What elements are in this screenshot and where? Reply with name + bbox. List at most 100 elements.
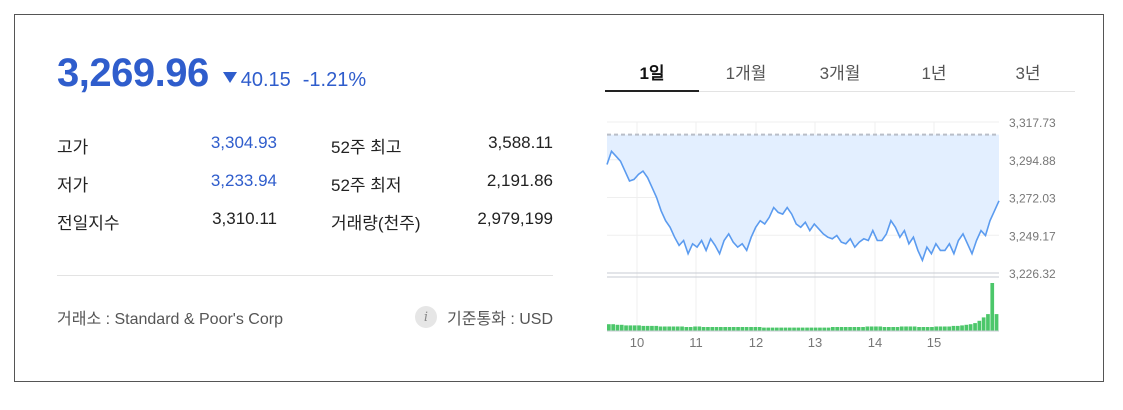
volume-bar bbox=[607, 324, 611, 331]
price-change-rate: -1.21% bbox=[302, 69, 367, 91]
volume-bar bbox=[930, 327, 934, 331]
volume-bar bbox=[654, 325, 659, 331]
volume-bar bbox=[693, 326, 697, 331]
volume-bar bbox=[908, 326, 913, 331]
volume-bar bbox=[964, 324, 969, 331]
tab-3y[interactable]: 3년 bbox=[1015, 64, 1041, 83]
volume-bar bbox=[796, 327, 801, 331]
volume-bar bbox=[986, 314, 990, 331]
tab-1m[interactable]: 1개월 bbox=[725, 64, 767, 83]
volume-bar bbox=[934, 326, 939, 331]
volume-bar bbox=[688, 327, 693, 331]
volume-bar bbox=[943, 326, 947, 331]
volume-bar bbox=[749, 327, 753, 331]
tab-1y[interactable]: 1년 bbox=[921, 64, 947, 83]
volume-bar bbox=[865, 326, 870, 331]
volume-bar bbox=[917, 327, 921, 331]
volume-bar bbox=[973, 323, 977, 331]
volume-bar bbox=[960, 325, 964, 331]
x-tick-label: 15 bbox=[927, 335, 941, 350]
x-tick-label: 10 bbox=[630, 335, 644, 350]
volume-bar bbox=[723, 327, 727, 331]
y-tick-label: 3,317.73 bbox=[1009, 116, 1056, 130]
volume-bar bbox=[645, 325, 650, 331]
volume-bar bbox=[861, 327, 865, 331]
volume-bar bbox=[981, 317, 986, 331]
volume-bar bbox=[921, 327, 926, 331]
volume-bar bbox=[779, 327, 783, 331]
volume-bar bbox=[637, 325, 641, 331]
y-tick-label: 3,249.17 bbox=[1009, 229, 1056, 243]
volume-bar bbox=[955, 325, 960, 331]
volume-bar bbox=[675, 326, 680, 331]
volume-bar bbox=[727, 327, 732, 331]
stat-value: 3,588.11 bbox=[488, 133, 553, 152]
tab-3m[interactable]: 3개월 bbox=[819, 64, 861, 83]
stat-value: 3,233.94 bbox=[210, 171, 277, 190]
volume-bar bbox=[792, 327, 796, 331]
volume-bar bbox=[624, 325, 628, 331]
volume-bar bbox=[671, 326, 676, 331]
volume-bar bbox=[882, 327, 887, 331]
stat-label: 52주 최저 bbox=[331, 176, 402, 195]
volume-bar bbox=[684, 327, 689, 331]
footer: 거래소 : Standard & Poor's Corp i 기준통화 : US… bbox=[57, 305, 553, 329]
volume-bar bbox=[809, 327, 814, 331]
volume-bar bbox=[904, 326, 908, 331]
volume-bar bbox=[951, 325, 956, 331]
volume-bar bbox=[611, 324, 615, 331]
volume-bar bbox=[719, 327, 723, 331]
volume-bar bbox=[775, 327, 779, 331]
y-tick-label: 3,294.88 bbox=[1009, 154, 1056, 168]
volume-bar bbox=[856, 327, 861, 331]
volume-bar bbox=[783, 327, 788, 331]
stat-row-prev: 전일지수 3,310.11 거래량(천주) 2,979,199 bbox=[57, 209, 553, 247]
volume-bar bbox=[891, 327, 895, 331]
x-tick-label: 12 bbox=[749, 335, 763, 350]
stat-row-low: 저가 3,233.94 52주 최저 2,191.86 bbox=[57, 171, 553, 209]
tab-1d[interactable]: 1일 bbox=[605, 59, 699, 92]
y-tick-label: 3,226.32 bbox=[1009, 267, 1056, 281]
stat-value: 2,979,199 bbox=[477, 209, 553, 228]
volume-bar bbox=[805, 327, 809, 331]
volume-bar bbox=[736, 327, 740, 331]
current-price: 3,269.96 bbox=[57, 51, 209, 95]
volume-bar bbox=[848, 327, 852, 331]
volume-bar bbox=[762, 327, 766, 331]
volume-bar bbox=[800, 327, 805, 331]
volume-bar bbox=[938, 326, 943, 331]
currency-text: 기준통화 : USD bbox=[447, 311, 553, 328]
volume-bar bbox=[628, 325, 633, 331]
quote-summary: 3,269.96 40.15 -1.21% 고가 3,304.93 52주 최고… bbox=[57, 51, 553, 328]
volume-bar bbox=[899, 326, 904, 331]
volume-bar bbox=[641, 325, 646, 331]
volume-bar bbox=[947, 326, 951, 331]
volume-bar bbox=[787, 327, 792, 331]
volume-bar bbox=[658, 326, 663, 331]
volume-bar bbox=[990, 283, 995, 331]
stat-value: 3,304.93 bbox=[210, 133, 277, 152]
volume-bar bbox=[770, 327, 775, 331]
x-tick-label: 13 bbox=[808, 335, 822, 350]
quote-card: 3,269.96 40.15 -1.21% 고가 3,304.93 52주 최고… bbox=[14, 14, 1104, 382]
currency-info: i 기준통화 : USD bbox=[415, 305, 553, 329]
volume-bar bbox=[895, 327, 900, 331]
volume-bar bbox=[818, 327, 822, 331]
volume-bar bbox=[925, 327, 930, 331]
volume-bar bbox=[839, 327, 844, 331]
stat-row-high: 고가 3,304.93 52주 최고 3,588.11 bbox=[57, 133, 553, 171]
divider bbox=[57, 275, 553, 276]
volume-bar bbox=[714, 327, 719, 331]
stat-value: 3,310.11 bbox=[212, 209, 277, 228]
volume-bar bbox=[874, 326, 878, 331]
volume-bar bbox=[878, 326, 883, 331]
volume-bar bbox=[663, 326, 667, 331]
volume-bar bbox=[831, 327, 835, 331]
stat-label: 고가 bbox=[57, 138, 89, 157]
area-fill bbox=[607, 134, 999, 261]
info-icon[interactable]: i bbox=[415, 306, 437, 328]
volume-bar bbox=[912, 326, 917, 331]
volume-bar bbox=[852, 327, 857, 331]
series-line bbox=[606, 149, 1000, 263]
volume-bar bbox=[843, 327, 848, 331]
